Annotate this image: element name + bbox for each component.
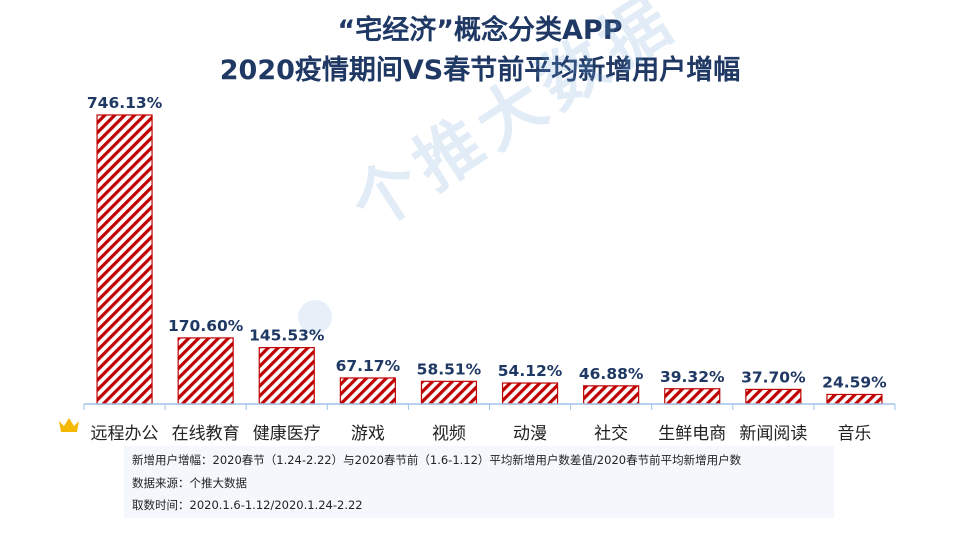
footnote-period: 取数时间：2020.1.6-1.12/2020.1.24-2.22	[132, 498, 363, 512]
category-label-5: 动漫	[513, 424, 547, 444]
value-label-4: 58.51%	[417, 360, 482, 378]
watermark-logo-icon	[298, 300, 332, 334]
footnote-definition: 新增用户增幅：2020春节（1.24-2.22）与2020春节前（1.6-1.1…	[132, 453, 742, 467]
value-label-5: 54.12%	[498, 362, 563, 380]
category-label-1: 在线教育	[172, 424, 240, 444]
footnote-source: 数据来源：个推大数据	[132, 476, 247, 490]
chart-title-line1: “宅经济”概念分类APP	[337, 15, 623, 46]
value-label-3: 67.17%	[336, 357, 401, 375]
bar-6	[583, 385, 640, 405]
category-label-0: 远程办公	[91, 424, 159, 444]
crown-icon	[59, 418, 79, 432]
bar-0	[96, 114, 153, 405]
bar-2	[258, 347, 315, 405]
category-label-3: 游戏	[351, 424, 385, 444]
value-label-6: 46.88%	[579, 365, 644, 383]
category-label-8: 新闻阅读	[739, 424, 807, 444]
value-label-8: 37.70%	[741, 368, 806, 386]
value-label-0: 746.13%	[87, 94, 163, 112]
value-label-7: 39.32%	[660, 368, 725, 386]
value-label-9: 24.59%	[822, 373, 887, 391]
bar-9	[826, 393, 883, 405]
bar-7	[664, 388, 721, 405]
chart-title-line2: 2020疫情期间VS春节前平均新增用户增幅	[219, 55, 741, 86]
category-label-2: 健康医疗	[253, 424, 321, 444]
category-label-4: 视频	[432, 424, 466, 444]
bar-8	[745, 388, 802, 405]
bar-3	[339, 377, 396, 405]
bar-1	[177, 337, 234, 405]
value-label-2: 145.53%	[249, 327, 325, 345]
category-label-9: 音乐	[837, 424, 871, 444]
bar-4	[420, 380, 478, 405]
footnote-box: 新增用户增幅：2020春节（1.24-2.22）与2020春节前（1.6-1.1…	[124, 446, 834, 518]
bar-5	[501, 382, 559, 405]
value-label-1: 170.60%	[168, 317, 244, 335]
category-label-7: 生鲜电商	[658, 424, 726, 444]
category-label-6: 社交	[594, 424, 628, 444]
